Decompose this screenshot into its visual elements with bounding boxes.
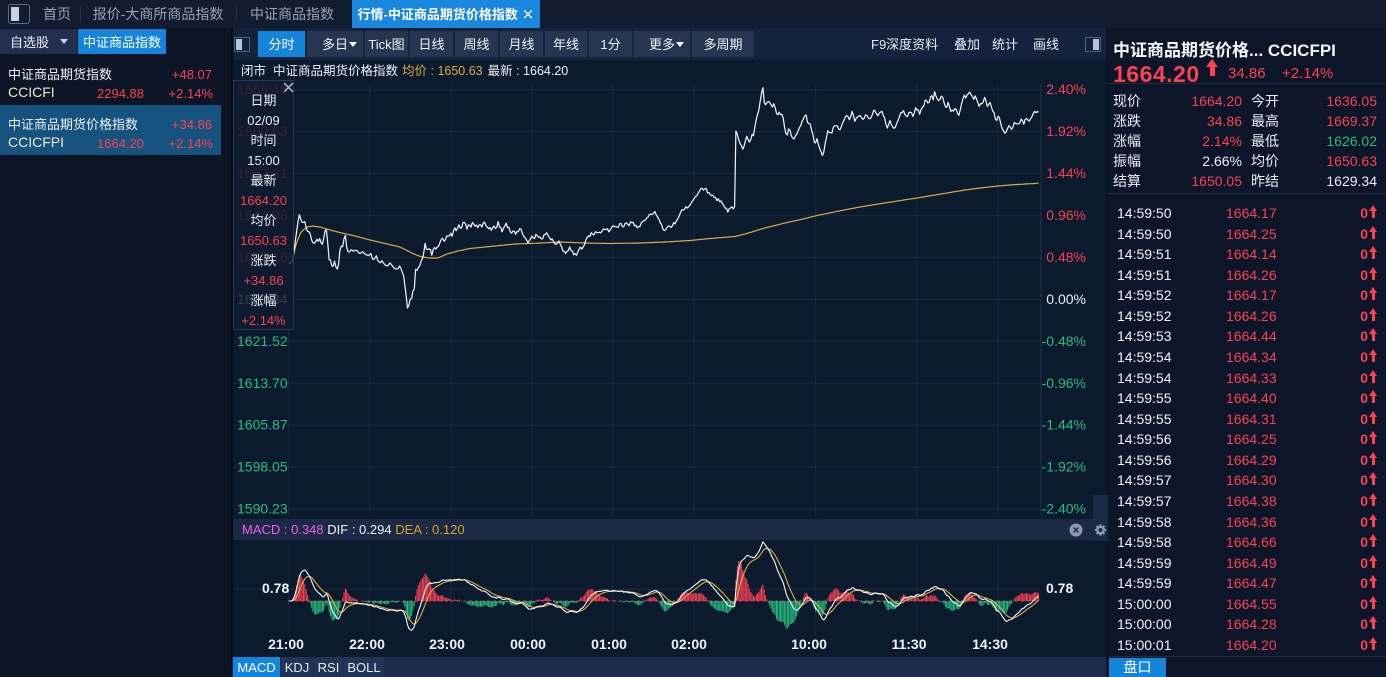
svg-text:14:30: 14:30 (972, 634, 1008, 654)
svg-text:2.40%: 2.40% (1046, 80, 1086, 99)
svg-text:02:00: 02:00 (671, 634, 707, 654)
svg-text:22:00: 22:00 (349, 634, 385, 654)
svg-text:0.00%: 0.00% (1046, 289, 1086, 309)
svg-text:01:00: 01:00 (591, 634, 627, 654)
svg-text:23:00: 23:00 (429, 634, 465, 654)
svg-text:-2.40%: -2.40% (1042, 499, 1086, 519)
svg-text:21:00: 21:00 (268, 634, 304, 654)
svg-text:1613.70: 1613.70 (237, 373, 288, 393)
svg-text:1.92%: 1.92% (1046, 121, 1086, 141)
svg-text:-1.44%: -1.44% (1042, 415, 1086, 435)
svg-text:0.78: 0.78 (262, 578, 289, 598)
svg-text:1590.23: 1590.23 (237, 499, 288, 519)
svg-text:MACD : 0.348 DIF : 0.294 DEA :: MACD : 0.348 DIF : 0.294 DEA : 0.120 (242, 519, 465, 538)
svg-text:-0.96%: -0.96% (1042, 373, 1086, 393)
svg-text:-0.48%: -0.48% (1042, 331, 1086, 351)
svg-text:1598.05: 1598.05 (237, 457, 288, 477)
svg-text:11:30: 11:30 (891, 634, 926, 654)
svg-text:1.44%: 1.44% (1046, 163, 1086, 183)
svg-text:0.48%: 0.48% (1046, 247, 1086, 267)
svg-text:0.78: 0.78 (1046, 578, 1073, 598)
svg-text:0.96%: 0.96% (1046, 205, 1086, 225)
svg-text:00:00: 00:00 (510, 634, 546, 654)
svg-text:-1.92%: -1.92% (1042, 457, 1086, 477)
svg-text:10:00: 10:00 (791, 634, 827, 654)
svg-text:1621.52: 1621.52 (237, 331, 288, 351)
svg-text:1605.87: 1605.87 (237, 415, 288, 435)
